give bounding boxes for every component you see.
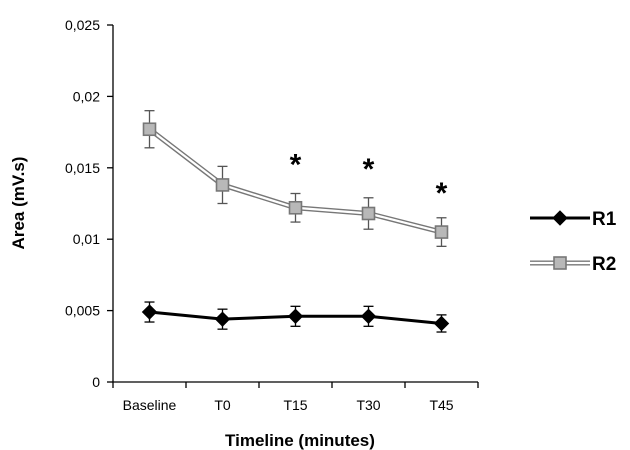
y-ticks: 0 0,005 0,01 0,015 0,02 0,025 (65, 17, 113, 390)
x-tick-label: T45 (429, 397, 453, 413)
legend: R1 R2 (530, 209, 617, 275)
legend-label: R2 (592, 254, 616, 275)
x-axis-title: Timeline (minutes) (225, 431, 375, 450)
data-point-legend-r2 (553, 256, 567, 270)
data-point-r1 (287, 308, 304, 325)
y-tick-label: 0,01 (73, 231, 100, 247)
x-tick-label: T0 (214, 397, 231, 413)
series-layer (141, 110, 450, 333)
data-point-r1 (360, 308, 377, 325)
y-tick-label: 0,015 (65, 160, 100, 176)
x-tick-label: Baseline (123, 397, 177, 413)
significance-marker: * (436, 177, 448, 210)
legend-label: R1 (592, 209, 617, 230)
series-R1 (141, 301, 450, 333)
data-point-r2 (361, 206, 376, 221)
series-R2 (142, 110, 449, 247)
y-tick-label: 0 (92, 374, 100, 390)
x-tick-label: T15 (283, 397, 307, 413)
significance-marker: * (290, 149, 302, 182)
data-point-r2 (288, 200, 303, 215)
significance-marker: * (363, 153, 375, 186)
y-axis-title: Area (mV.s) (9, 157, 28, 250)
annotation-layer: * * * (290, 149, 448, 211)
data-point-r2 (142, 122, 157, 137)
y-tick-label: 0,005 (65, 303, 100, 319)
data-point-r1 (141, 304, 158, 320)
x-tick-label: T30 (356, 397, 380, 413)
y-tick-label: 0,025 (65, 17, 100, 33)
axes: 0 0,005 0,01 0,015 0,02 0,025 Baseline T0 T15 T3… (65, 17, 479, 413)
legend-item-r1: R1 (530, 209, 617, 230)
y-tick-label: 0,02 (73, 88, 100, 104)
data-point-r1 (433, 315, 450, 332)
x-ticks: Baseline T0 T15 T30 T45 (112, 382, 479, 413)
data-point-r1 (214, 311, 231, 327)
data-point-legend-r1 (552, 210, 568, 226)
data-point-r2 (434, 225, 449, 239)
legend-item-r2: R2 (530, 254, 616, 275)
data-point-r2 (215, 178, 230, 192)
